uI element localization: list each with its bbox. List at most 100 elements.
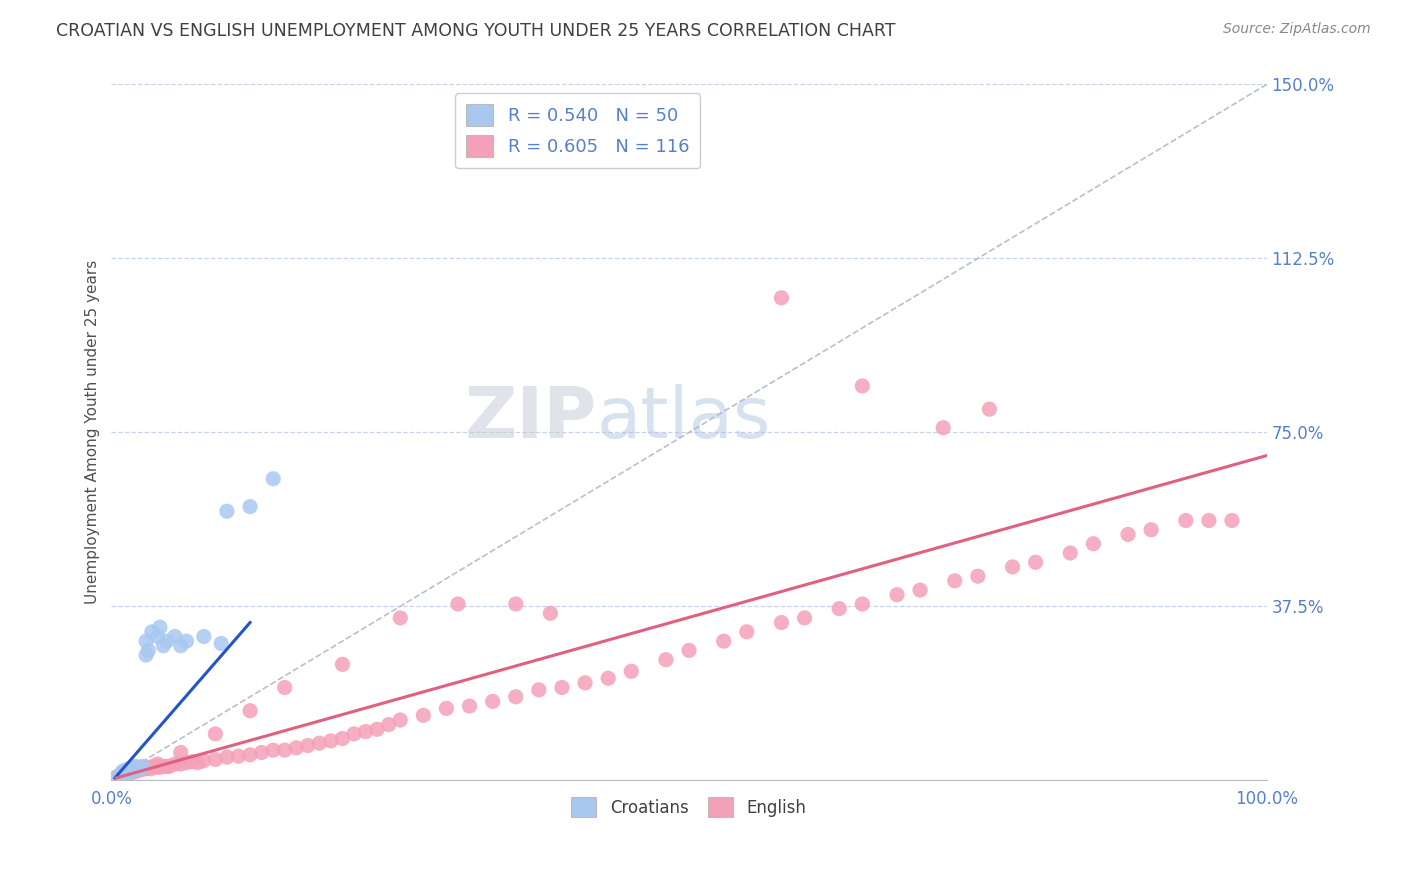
Y-axis label: Unemployment Among Youth under 25 years: Unemployment Among Youth under 25 years — [86, 260, 100, 605]
Point — [146, 630, 169, 644]
Point — [308, 736, 330, 750]
Point — [156, 759, 179, 773]
Point — [447, 597, 470, 611]
Point — [481, 694, 503, 708]
Point — [135, 634, 157, 648]
Point — [966, 569, 988, 583]
Point — [377, 717, 399, 731]
Point — [152, 759, 174, 773]
Point — [851, 379, 873, 393]
Point — [505, 690, 527, 704]
Point — [111, 766, 134, 780]
Point — [1025, 555, 1047, 569]
Point — [135, 648, 157, 662]
Point — [285, 740, 308, 755]
Point — [129, 762, 152, 776]
Point — [124, 759, 146, 773]
Point — [139, 762, 162, 776]
Point — [156, 634, 179, 648]
Point — [389, 611, 412, 625]
Point — [770, 291, 793, 305]
Point — [505, 597, 527, 611]
Legend: Croatians, English: Croatians, English — [565, 790, 813, 824]
Text: CROATIAN VS ENGLISH UNEMPLOYMENT AMONG YOUTH UNDER 25 YEARS CORRELATION CHART: CROATIAN VS ENGLISH UNEMPLOYMENT AMONG Y… — [56, 22, 896, 40]
Text: atlas: atlas — [596, 384, 770, 453]
Point — [110, 769, 132, 783]
Point — [412, 708, 434, 723]
Point — [120, 763, 142, 777]
Point — [176, 634, 198, 648]
Point — [163, 630, 186, 644]
Point — [170, 639, 193, 653]
Point — [138, 760, 160, 774]
Text: Source: ZipAtlas.com: Source: ZipAtlas.com — [1223, 22, 1371, 37]
Point — [1198, 514, 1220, 528]
Point — [120, 764, 142, 778]
Point — [149, 760, 172, 774]
Point — [111, 764, 134, 778]
Point — [332, 657, 354, 672]
Point — [107, 770, 129, 784]
Point — [124, 764, 146, 779]
Point — [239, 747, 262, 762]
Point — [908, 583, 931, 598]
Point — [121, 763, 143, 777]
Point — [125, 762, 148, 776]
Point — [932, 421, 955, 435]
Point — [107, 770, 129, 784]
Point — [110, 769, 132, 783]
Point — [110, 768, 132, 782]
Point — [1083, 537, 1105, 551]
Point — [458, 699, 481, 714]
Point — [176, 756, 198, 770]
Point — [115, 763, 138, 777]
Point — [112, 768, 135, 782]
Point — [111, 768, 134, 782]
Point — [114, 764, 136, 778]
Text: ZIP: ZIP — [464, 384, 596, 453]
Point — [129, 763, 152, 777]
Point — [319, 734, 342, 748]
Point — [111, 766, 134, 780]
Point — [1001, 560, 1024, 574]
Point — [108, 769, 131, 783]
Point — [170, 746, 193, 760]
Point — [112, 764, 135, 779]
Point — [112, 769, 135, 783]
Point — [354, 724, 377, 739]
Point — [343, 727, 366, 741]
Point — [117, 764, 139, 779]
Point — [828, 601, 851, 615]
Point — [163, 757, 186, 772]
Point — [107, 770, 129, 784]
Point — [115, 766, 138, 780]
Point — [111, 766, 134, 780]
Point — [114, 768, 136, 782]
Point — [181, 755, 204, 769]
Point — [131, 760, 153, 774]
Point — [138, 643, 160, 657]
Point — [209, 636, 232, 650]
Point — [332, 731, 354, 746]
Point — [127, 762, 149, 776]
Point — [735, 624, 758, 639]
Point — [262, 743, 284, 757]
Point — [110, 768, 132, 782]
Point — [979, 402, 1001, 417]
Point — [551, 681, 574, 695]
Point — [108, 771, 131, 785]
Point — [538, 607, 561, 621]
Point — [118, 764, 141, 779]
Point — [239, 704, 262, 718]
Point — [121, 762, 143, 776]
Point — [215, 750, 238, 764]
Point — [124, 763, 146, 777]
Point — [129, 762, 152, 776]
Point — [118, 762, 141, 776]
Point — [574, 676, 596, 690]
Point — [104, 772, 127, 787]
Point — [105, 772, 128, 786]
Point — [108, 770, 131, 784]
Point — [135, 762, 157, 776]
Point — [273, 681, 295, 695]
